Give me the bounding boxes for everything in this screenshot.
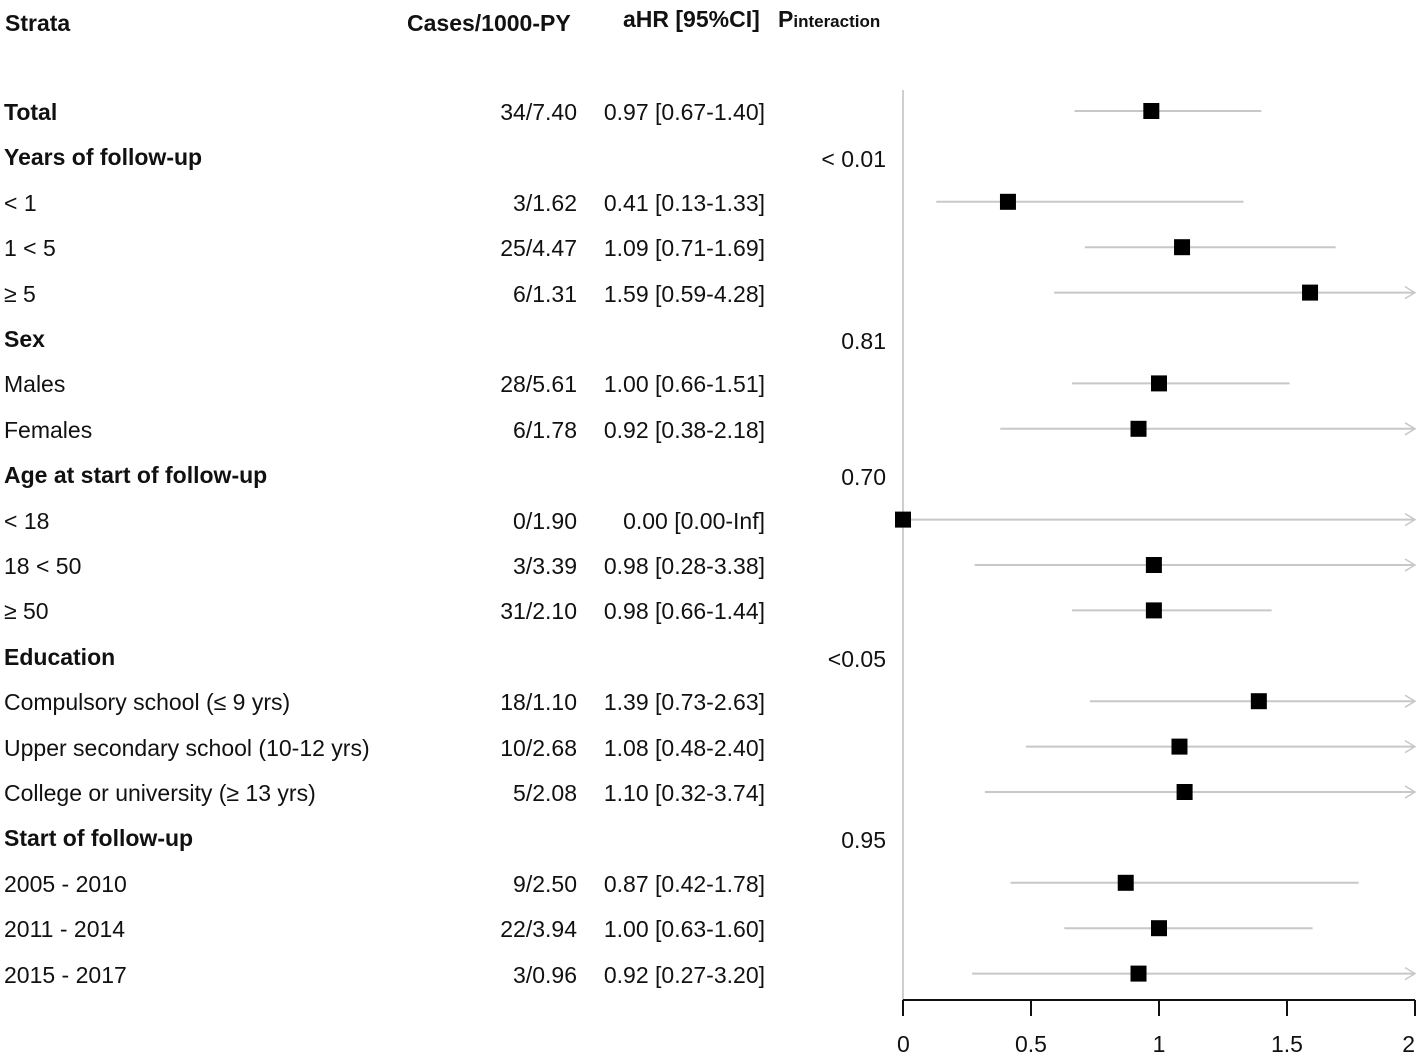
ahr-value: 0.97 [0.67-1.40] — [603, 99, 765, 125]
header-cases: Cases/1000-PY — [407, 10, 571, 36]
ahr-value: 0.92 [0.38-2.18] — [603, 416, 765, 443]
point-estimate — [1130, 420, 1147, 437]
header-p-interaction: Pinteraction — [778, 8, 880, 31]
header-p-main: P — [778, 6, 794, 32]
point-estimate — [1143, 103, 1160, 119]
ahr-value: 1.10 [0.32-3.74] — [603, 780, 765, 806]
point-estimate — [1171, 738, 1188, 755]
point-estimate — [999, 193, 1016, 210]
point-estimate — [1174, 239, 1191, 256]
ci-arrow — [1404, 422, 1417, 436]
ahr-value: 1.08 [0.48-2.40] — [603, 734, 765, 761]
ahr-value: 0.00 [0.00-Inf] — [623, 507, 765, 534]
cases-value: 31/2.10 — [500, 598, 577, 625]
p-interaction-value: 0.81 — [841, 328, 886, 354]
row-label: ≥ 50 — [4, 598, 49, 625]
ahr-value: 1.00 [0.63-1.60] — [603, 916, 765, 943]
row-label: 1 < 5 — [4, 235, 56, 262]
group-heading: Age at start of follow-up — [4, 462, 268, 489]
cases-value: 9/2.50 — [513, 870, 577, 897]
ci-arrow — [1404, 512, 1417, 527]
point-estimate — [895, 511, 911, 528]
row-label: College or university (≥ 13 yrs) — [4, 780, 316, 806]
p-interaction-value: < 0.01 — [821, 146, 886, 173]
x-tick-label: 0.5 — [1015, 1031, 1047, 1052]
point-estimate — [1151, 375, 1167, 392]
row-label: Males — [4, 371, 66, 398]
cases-value: 6/1.78 — [513, 416, 577, 443]
x-tick-label: 0 — [897, 1031, 910, 1052]
cases-value: 6/1.31 — [513, 280, 577, 307]
row-label: Compulsory school (≤ 9 yrs) — [4, 689, 291, 716]
ci-arrow — [1404, 966, 1417, 981]
point-estimate — [1145, 602, 1162, 619]
ahr-value: 0.92 [0.27-3.20] — [603, 961, 765, 988]
p-interaction-value: 0.70 — [841, 464, 886, 491]
ci-arrow — [1404, 694, 1417, 708]
ahr-value: 0.41 [0.13-1.33] — [603, 189, 765, 216]
cases-value: 28/5.61 — [500, 371, 577, 398]
point-estimate — [1250, 693, 1267, 710]
cases-value: 22/3.94 — [500, 916, 577, 943]
row-label: 2011 - 2014 — [4, 916, 126, 943]
cases-value: 25/4.47 — [500, 235, 577, 262]
ci-arrow — [1404, 285, 1417, 300]
ahr-value: 0.87 [0.42-1.78] — [603, 870, 765, 897]
cases-value: 10/2.68 — [500, 734, 577, 761]
group-heading: Years of follow-up — [4, 144, 203, 171]
ahr-value: 1.39 [0.73-2.63] — [603, 689, 765, 716]
header-strata: Strata — [5, 10, 71, 36]
cases-value: 3/0.96 — [513, 961, 577, 988]
row-label: 2015 - 2017 — [4, 961, 127, 988]
cases-value: 34/7.40 — [500, 99, 577, 125]
row-label: 18 < 50 — [4, 553, 82, 579]
header-p-sub: interaction — [793, 12, 881, 31]
x-tick-label: 1 — [1153, 1031, 1166, 1052]
row-label: Females — [4, 416, 93, 443]
point-estimate — [1302, 284, 1319, 301]
group-heading: Education — [4, 643, 116, 670]
point-estimate — [1117, 874, 1134, 891]
x-tick-label: 1.5 — [1271, 1031, 1303, 1052]
group-heading: Total — [4, 99, 58, 125]
row-label: < 18 — [4, 507, 50, 534]
header-ahr: aHR [95%CI] — [623, 6, 760, 32]
point-estimate — [1130, 965, 1147, 982]
point-estimate — [1176, 784, 1193, 800]
row-label: ≥ 5 — [4, 280, 36, 307]
cases-value: 18/1.10 — [500, 689, 577, 716]
ci-arrow — [1404, 558, 1417, 572]
row-label: Upper secondary school (10-12 yrs) — [4, 734, 370, 761]
ci-arrow — [1404, 739, 1417, 754]
ahr-value: 0.98 [0.66-1.44] — [603, 598, 765, 625]
point-estimate — [1145, 557, 1162, 573]
cases-value: 3/3.39 — [513, 553, 577, 579]
ahr-value: 1.00 [0.66-1.51] — [603, 371, 765, 398]
p-interaction-value: 0.95 — [841, 827, 886, 854]
ahr-value: 1.09 [0.71-1.69] — [603, 235, 765, 262]
point-estimate — [1151, 920, 1167, 937]
cases-value: 5/2.08 — [513, 780, 577, 806]
p-interaction-value: <0.05 — [827, 645, 886, 672]
group-heading: Sex — [4, 326, 45, 352]
ahr-value: 0.98 [0.28-3.38] — [603, 553, 765, 579]
ci-arrow — [1404, 785, 1417, 799]
cases-value: 3/1.62 — [513, 189, 577, 216]
row-label: < 1 — [4, 189, 37, 216]
x-tick-label: 2 — [1402, 1031, 1415, 1052]
cases-value: 0/1.90 — [513, 507, 577, 534]
ahr-value: 1.59 [0.59-4.28] — [603, 280, 765, 307]
group-heading: Start of follow-up — [4, 825, 194, 852]
row-label: 2005 - 2010 — [4, 870, 127, 897]
